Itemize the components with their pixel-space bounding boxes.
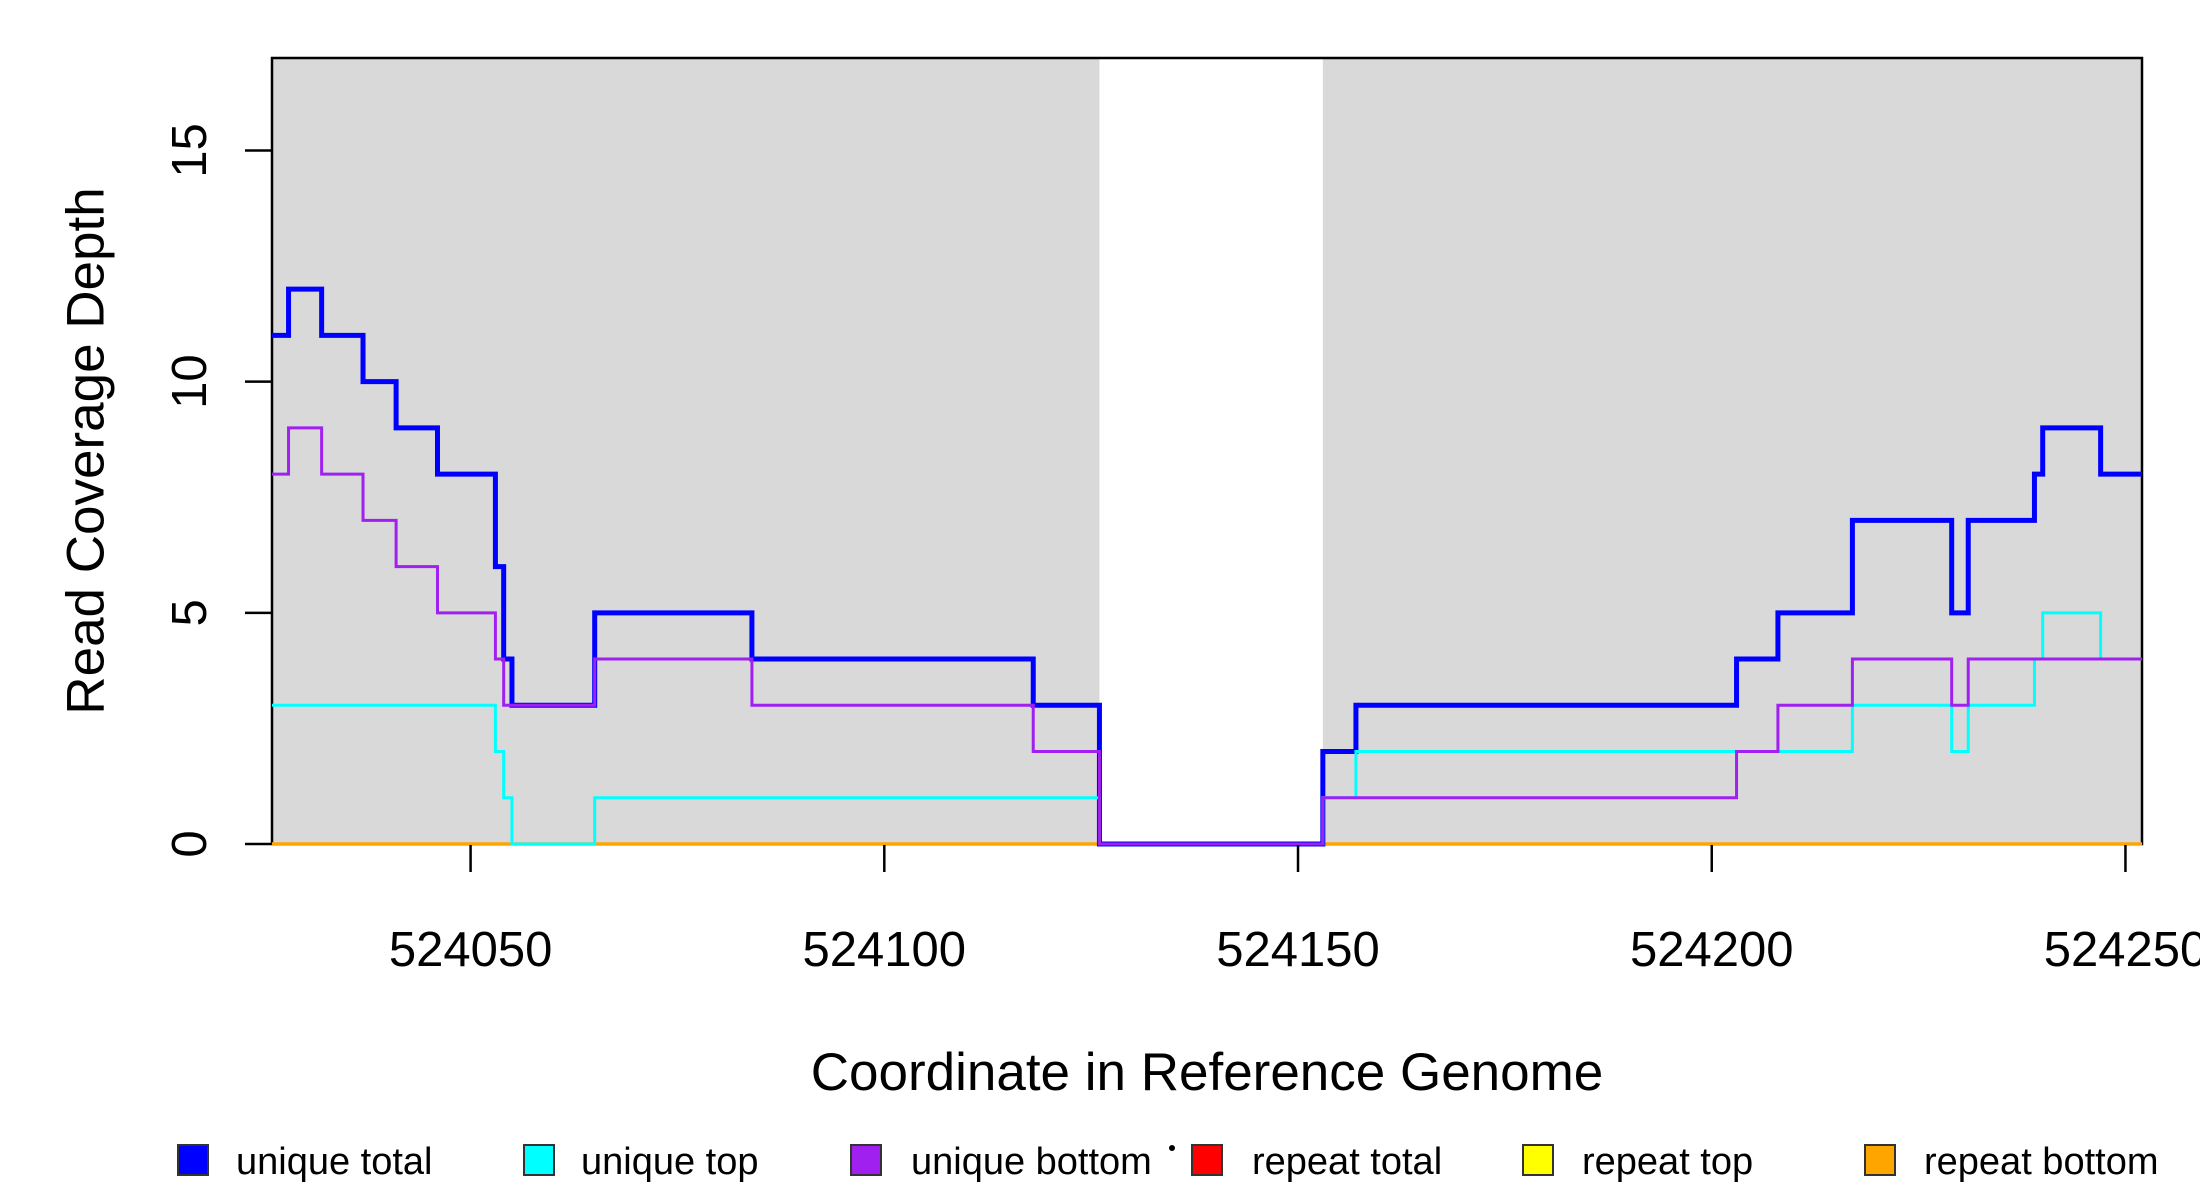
series-line-unique-total	[272, 286, 2142, 847]
legend-item-repeat-total: repeat total	[1191, 1141, 1442, 1183]
x-tick-label-524150: 524150	[1216, 923, 1380, 977]
legend-swatch-unique-total	[177, 1144, 209, 1176]
axes-ticks-layer: 524050 524100 524150 524200 524250 0 5 10 15	[163, 123, 2200, 977]
legend-label-unique-bottom: unique bottom	[911, 1141, 1152, 1183]
legend-swatch-unique-bottom	[850, 1144, 882, 1176]
legend-item-unique-bottom: unique bottom	[850, 1141, 1152, 1183]
y-tick-label-5: 5	[163, 599, 217, 626]
x-tick-label-524200: 524200	[1630, 923, 1794, 977]
x-tick-label-524250: 524250	[2044, 923, 2200, 977]
x-tick-label-524050: 524050	[389, 923, 553, 977]
y-tick-label-0: 0	[163, 830, 217, 857]
y-tick-label-15: 15	[163, 123, 217, 178]
x-axis-title: Coordinate in Reference Genome	[811, 1043, 1604, 1102]
shaded-region-0	[272, 58, 1100, 844]
legend-item-unique-top: unique top	[523, 1141, 759, 1183]
legend-label-repeat-total: repeat total	[1252, 1141, 1442, 1183]
legend-label-unique-top: unique top	[581, 1141, 759, 1183]
legend-label-repeat-top: repeat top	[1582, 1141, 1753, 1183]
legend-swatch-repeat-total	[1191, 1144, 1223, 1176]
legend-swatch-repeat-bottom	[1864, 1144, 1896, 1176]
coverage-lines-layer	[272, 286, 2142, 847]
legend-label-unique-total: unique total	[236, 1141, 433, 1183]
legend: unique total unique top unique bottom repea…	[177, 1141, 2158, 1183]
shaded-region-1	[1322, 58, 2142, 844]
shaded-regions-layer	[272, 58, 2142, 844]
legend-item-repeat-top: repeat top	[1522, 1141, 1753, 1183]
legend-label-repeat-bottom: repeat bottom	[1924, 1141, 2158, 1183]
y-tick-label-10: 10	[163, 354, 217, 409]
legend-swatch-repeat-top	[1522, 1144, 1554, 1176]
legend-stray-dot	[1169, 1145, 1175, 1151]
series-line-unique-bottom	[272, 426, 2142, 846]
legend-item-unique-total: unique total	[177, 1141, 433, 1183]
y-axis-title: Read Coverage Depth	[57, 187, 116, 714]
legend-item-repeat-bottom: repeat bottom	[1864, 1141, 2158, 1183]
x-tick-label-524100: 524100	[803, 923, 967, 977]
legend-swatch-unique-top	[523, 1144, 555, 1176]
